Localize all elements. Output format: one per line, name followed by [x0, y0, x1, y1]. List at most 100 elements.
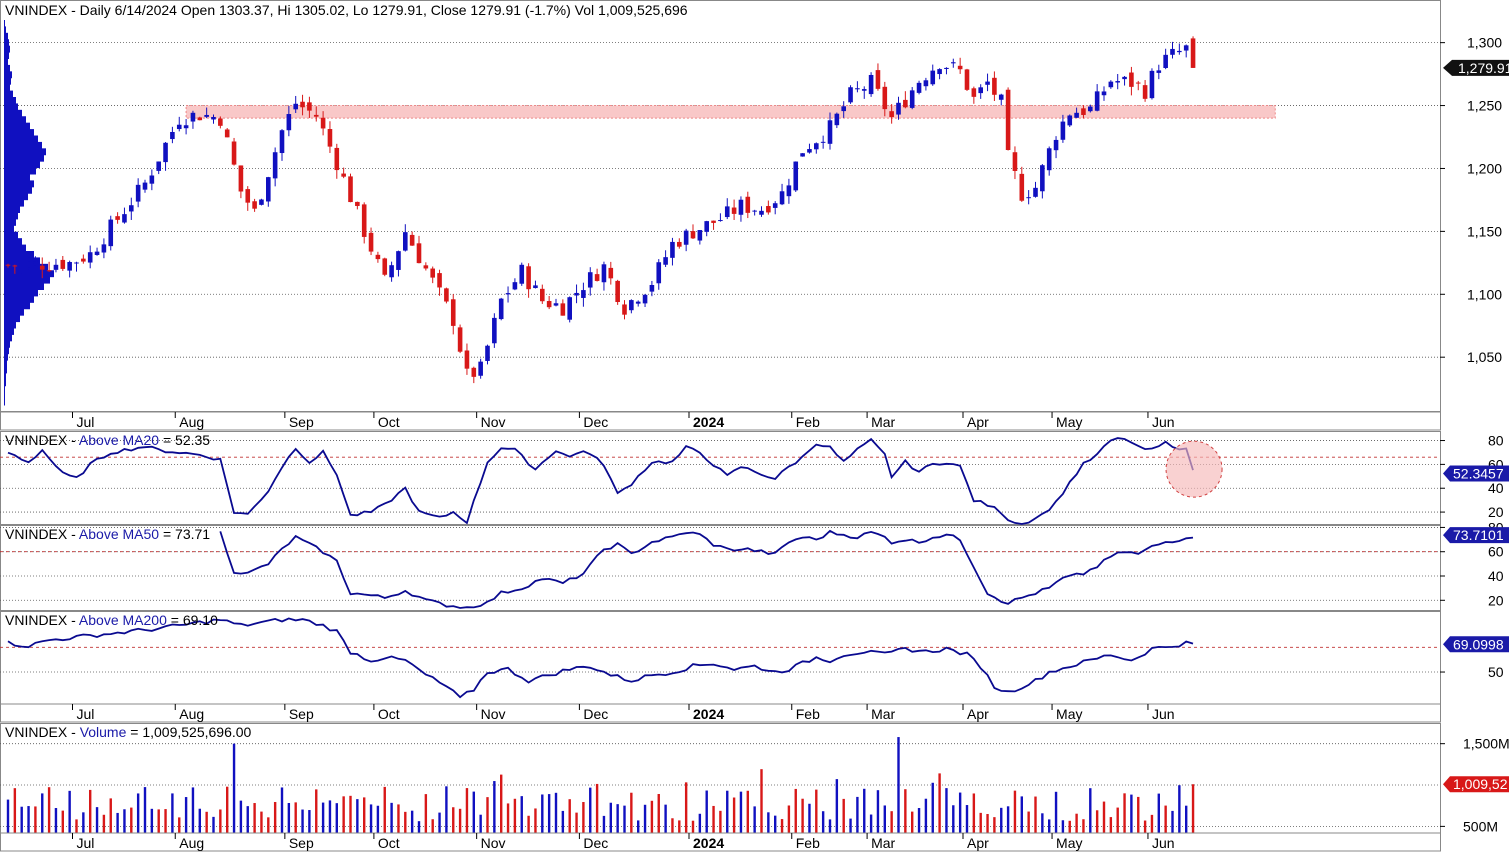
- volume-bar: [1054, 791, 1058, 833]
- candle: [793, 161, 799, 192]
- volume-profile-bar: [4, 199, 24, 207]
- candle: [348, 173, 353, 203]
- date-tick-label: Oct: [378, 414, 400, 430]
- candle: [601, 261, 607, 291]
- volume-profile-bar: [4, 302, 30, 310]
- candle: [1026, 190, 1031, 205]
- volume-bar: [89, 789, 92, 833]
- indicator-tick-label: 20: [1488, 504, 1504, 520]
- date-tick-label: Oct: [378, 706, 400, 722]
- volume-bar: [643, 804, 647, 833]
- volume-bar: [1075, 813, 1078, 833]
- candle: [587, 267, 593, 296]
- volume-bar: [835, 779, 839, 833]
- volume-profile-bar: [4, 77, 11, 85]
- volume-profile-bar: [4, 366, 7, 374]
- candle: [861, 86, 867, 99]
- volume-bar: [431, 819, 434, 833]
- candle: [834, 112, 840, 129]
- volume-bar: [356, 799, 359, 833]
- price-tick-label: 1,300: [1467, 35, 1502, 51]
- candle: [423, 262, 429, 271]
- volume-bar: [410, 810, 414, 833]
- indicator-last-value: 52.3457: [1453, 466, 1504, 482]
- candle: [978, 84, 983, 99]
- candle: [1122, 75, 1127, 86]
- volume-bar: [27, 806, 30, 833]
- volume-bar: [1048, 819, 1051, 833]
- candle: [786, 178, 792, 204]
- candle: [183, 119, 189, 135]
- candle: [540, 284, 545, 304]
- candle: [697, 230, 703, 245]
- volume-bar: [1089, 788, 1092, 833]
- date-axis-middle: Jul Aug Sep Oct Nov Dec 2024 Feb Mar Apr May Jun: [0, 703, 1441, 723]
- volume-tick-label: 500M: [1463, 818, 1498, 834]
- candle: [266, 176, 271, 207]
- date-tick-label: Dec: [583, 706, 608, 722]
- volume-bar: [458, 808, 462, 833]
- candle: [115, 212, 120, 224]
- volume-profile-bar: [4, 244, 26, 252]
- volume-profile-bar: [4, 84, 10, 92]
- volume-bar: [472, 791, 475, 833]
- volume-bar: [383, 786, 386, 833]
- volume-profile-bar: [4, 26, 6, 34]
- volume-bar: [650, 800, 654, 833]
- volume-bar: [595, 783, 599, 833]
- date-tick-label: May: [1056, 706, 1082, 722]
- volume-bar: [1000, 807, 1003, 833]
- candle: [677, 238, 682, 249]
- candle: [5, 263, 11, 268]
- volume-bar: [568, 799, 571, 833]
- candle: [1129, 66, 1134, 96]
- candle: [361, 202, 367, 244]
- volume-bar: [527, 815, 530, 833]
- candle: [396, 250, 401, 277]
- volume-bar: [397, 804, 400, 833]
- candle: [485, 344, 490, 365]
- volume-bar: [623, 805, 626, 833]
- date-tick-label: Jul: [77, 835, 95, 851]
- candle: [1101, 86, 1107, 101]
- volume-bar: [986, 813, 989, 833]
- volume-bar: [904, 789, 907, 833]
- volume-profile-bar: [4, 283, 44, 290]
- volume-bar: [239, 800, 243, 833]
- volume-bar: [376, 805, 380, 833]
- volume-bar: [335, 803, 338, 833]
- volume-profile-bar: [4, 45, 10, 53]
- volume-bar: [438, 812, 441, 833]
- candle: [129, 197, 134, 220]
- volume-bar: [493, 781, 496, 833]
- volume-bar: [815, 789, 818, 833]
- volume-bar: [130, 807, 133, 833]
- date-tick-label: Nov: [481, 706, 506, 722]
- volume-bar: [191, 787, 195, 833]
- volume-profile-bar: [4, 52, 9, 59]
- price-tick-label: 1,050: [1467, 349, 1502, 365]
- candle: [718, 213, 723, 222]
- volume-bar: [746, 790, 749, 833]
- volume-bar: [712, 805, 715, 833]
- candle: [67, 260, 72, 278]
- volume-bar: [637, 820, 640, 833]
- candle: [437, 269, 442, 296]
- candle: [334, 143, 340, 179]
- candle: [403, 224, 408, 252]
- price-tick-label: 1,100: [1467, 286, 1502, 302]
- price-axis: 1,300 1,250 1,200 1,150 1,100 1,050: [1440, 35, 1502, 365]
- candle: [848, 85, 853, 104]
- date-tick-label: Dec: [583, 414, 608, 430]
- candle: [800, 153, 805, 157]
- candle: [827, 112, 833, 150]
- candle: [807, 143, 812, 154]
- candle: [416, 235, 422, 264]
- volume-bar: [424, 794, 428, 833]
- candle: [820, 135, 826, 149]
- volume-bar: [226, 786, 229, 833]
- volume-bar: [705, 790, 708, 833]
- volume-profile-bar: [4, 154, 44, 162]
- date-tick-label: May: [1056, 835, 1082, 851]
- candle: [197, 116, 203, 121]
